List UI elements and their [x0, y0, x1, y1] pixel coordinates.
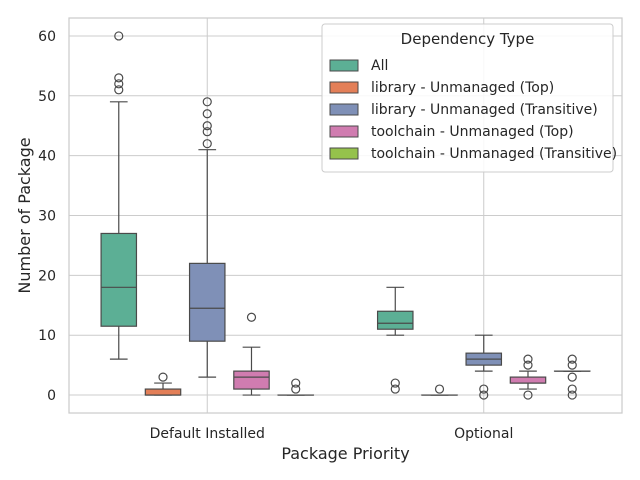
- outlier-point: [390, 378, 400, 388]
- box-body: [144, 388, 182, 396]
- y-axis-label: Number of Package: [15, 137, 34, 293]
- outlier-point: [567, 390, 577, 400]
- box-1-1: [421, 384, 458, 396]
- legend-item: toolchain - Unmanaged (Transitive): [329, 146, 617, 162]
- y-tick-label: 30: [38, 209, 56, 225]
- outlier-point: [114, 79, 124, 89]
- outlier-point: [291, 384, 301, 394]
- y-tick-label: 0: [47, 388, 56, 404]
- box-body: [188, 262, 226, 342]
- outlier-point: [523, 360, 533, 370]
- legend-item: toolchain - Unmanaged (Top): [329, 124, 574, 140]
- legend-label: library - Unmanaged (Top): [371, 80, 554, 96]
- legend-swatch: [329, 125, 359, 138]
- outlier-point: [479, 384, 489, 394]
- outlier-point: [202, 139, 212, 149]
- x-tick-label: Optional: [454, 426, 513, 442]
- box-body: [100, 232, 138, 327]
- legend-item: All: [329, 58, 388, 74]
- box-1-3: [509, 354, 547, 400]
- legend-item: library - Unmanaged (Top): [329, 80, 554, 96]
- x-tick-label: Default Installed: [150, 426, 265, 442]
- legend-swatch: [329, 103, 359, 116]
- outlier-point: [390, 384, 400, 394]
- plot-area: [100, 31, 591, 400]
- outlier-point: [567, 384, 577, 394]
- legend-swatch: [329, 147, 359, 160]
- outlier-point: [246, 312, 257, 322]
- y-tick-label: 60: [38, 29, 56, 45]
- outlier-point: [567, 372, 577, 382]
- legend-item: library - Unmanaged (Transitive): [329, 102, 598, 118]
- box-body: [376, 310, 414, 330]
- outlier-point: [434, 384, 445, 394]
- outlier-point: [567, 360, 577, 370]
- outlier-point: [202, 127, 212, 137]
- x-axis-label: Package Priority: [281, 444, 409, 463]
- axes-border: [68, 17, 623, 414]
- outlier-point: [202, 121, 212, 131]
- legend: Dependency Type All library - Unmanaged (…: [321, 23, 617, 173]
- outlier-point: [158, 372, 168, 382]
- legend-frame: [321, 23, 614, 173]
- legend-label: toolchain - Unmanaged (Transitive): [371, 146, 617, 162]
- legend-swatch: [329, 81, 359, 94]
- box-0-4: [277, 378, 315, 396]
- box-1-4: [553, 354, 591, 400]
- legend-title: Dependency Type: [401, 30, 535, 48]
- outlier-point: [202, 97, 212, 107]
- axes-frame: [68, 17, 623, 414]
- outlier-point: [114, 85, 124, 95]
- y-tick-label: 20: [38, 268, 56, 284]
- outlier-point: [479, 390, 489, 400]
- outlier-point: [114, 73, 124, 83]
- legend-label: toolchain - Unmanaged (Top): [371, 124, 574, 140]
- outlier-point: [291, 378, 301, 388]
- box-1-0: [376, 286, 414, 394]
- y-tick-label: 40: [38, 149, 56, 165]
- y-tick-label: 10: [38, 328, 56, 344]
- y-tick-label: 50: [38, 89, 56, 105]
- box-1-2: [465, 334, 503, 400]
- outlier-point: [202, 109, 212, 119]
- box-body: [509, 376, 547, 384]
- legend-items: All library - Unmanaged (Top) library - Un…: [329, 58, 617, 162]
- legend-label: library - Unmanaged (Transitive): [371, 102, 598, 118]
- axis-ticks: 0 10 20 30 40 50 60 Default Installed Optional: [38, 29, 513, 442]
- legend-swatch: [329, 59, 359, 72]
- box-body: [233, 370, 270, 390]
- outlier-point: [114, 31, 124, 41]
- box-0-3: [233, 312, 270, 396]
- outlier-point: [567, 354, 577, 364]
- box-0-0: [100, 31, 138, 360]
- box-0-2: [188, 97, 226, 378]
- legend-label: All: [371, 58, 388, 74]
- outlier-point: [523, 390, 533, 400]
- outlier-point: [523, 354, 533, 364]
- box-0-1: [144, 372, 182, 396]
